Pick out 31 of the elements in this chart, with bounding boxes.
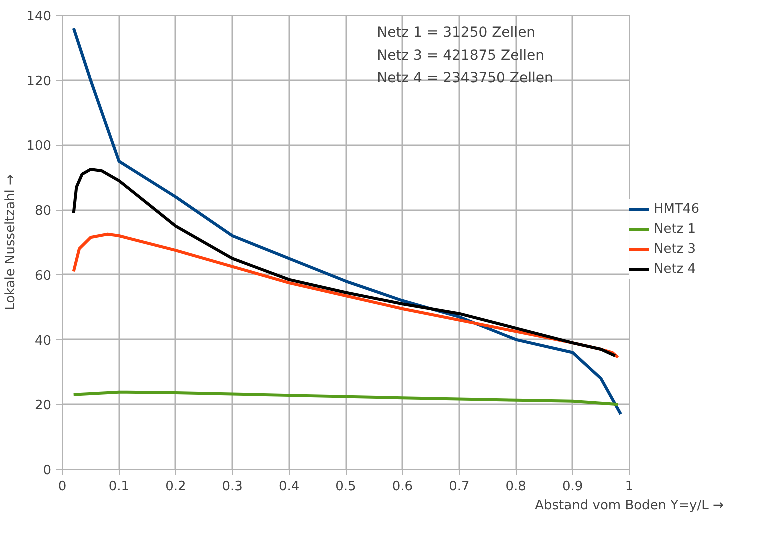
x-tick-label: 0.3 — [222, 480, 243, 494]
annotation: Netz 1 = 31250 Zellen — [377, 25, 536, 42]
x-tick-label: 0.7 — [449, 480, 470, 494]
legend-label: Netz 3 — [654, 242, 698, 256]
x-tick-label: 0 — [58, 480, 67, 494]
x-tick-label: 0.1 — [108, 480, 130, 494]
line-series — [72, 390, 620, 406]
y-tick-label: 60 — [34, 268, 52, 284]
x-tick-label: 1 — [625, 480, 634, 494]
y-tick-label: 20 — [34, 398, 52, 414]
legend-label: Netz 1 — [654, 222, 698, 236]
x-tick-label: 0.2 — [166, 480, 186, 494]
x-tick-label: 0.6 — [392, 480, 414, 494]
y-tick-label: 0 — [43, 464, 52, 478]
annotation: Netz 3 = 421875 Zellen — [377, 48, 544, 64]
y-tick-label: 80 — [34, 204, 52, 220]
y-tick-label: 140 — [26, 10, 52, 24]
y-tick-label: 120 — [26, 74, 52, 90]
line-series — [72, 26, 622, 416]
y-axis-title: Lokale Nusseltzahl → — [4, 174, 19, 310]
x-tick-label: 0.8 — [506, 480, 526, 494]
x-tick-label: 0.5 — [336, 480, 356, 494]
y-tick-label: 100 — [26, 139, 52, 154]
x-tick-label: 0.4 — [278, 480, 300, 494]
line-series — [72, 168, 617, 358]
x-tick-label: 0.9 — [562, 480, 584, 494]
y-tick-label: 40 — [34, 334, 52, 349]
legend-label: Netz 4 — [654, 262, 698, 276]
x-axis-title: Abstand vom Boden Y=y/L → — [535, 498, 724, 514]
legend-label: HMT46 — [654, 202, 700, 216]
annotation: Netz 4 = 2343750 Zellen — [377, 70, 554, 87]
